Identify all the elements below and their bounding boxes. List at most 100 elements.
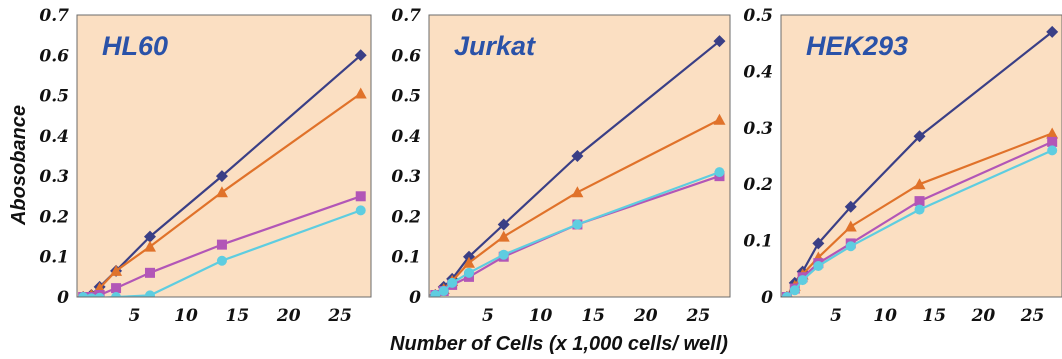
series-2-point <box>462 256 475 268</box>
series-4-point <box>781 292 792 297</box>
series-4-point <box>498 249 509 260</box>
x-tick-label: 20 <box>971 306 996 326</box>
y-tick-label: 0.5 <box>391 87 421 107</box>
series-3-point <box>144 267 155 278</box>
series-4-point <box>216 255 227 266</box>
y-tick-label: 0.5 <box>743 6 773 26</box>
panel-title: Jurkat <box>454 31 536 61</box>
y-tick-label: 0.6 <box>391 46 421 66</box>
series-3-point <box>216 239 227 250</box>
series-2-point <box>143 240 156 252</box>
series-2-point <box>354 87 367 99</box>
series-1-point <box>713 35 726 48</box>
series-4-point <box>430 289 441 297</box>
x-tick-label: 20 <box>633 306 658 326</box>
y-tick-label: 0.3 <box>743 119 773 139</box>
series-group <box>77 49 367 297</box>
y-tick-label: 0.4 <box>391 127 421 147</box>
series-4-point <box>94 292 105 297</box>
series-4-point <box>78 292 89 297</box>
y-tick-label: 0.4 <box>39 127 69 147</box>
series-4-point <box>111 292 122 297</box>
chart-panel-1: 0 0.1 0.2 0.3 0.4 0.5 0.6 0.7 5 10 15 20 25 HL60 <box>39 6 372 326</box>
series-2-point <box>571 186 584 198</box>
series-2-point <box>497 230 510 242</box>
plot-border <box>780 14 1062 298</box>
series-4-point <box>447 277 458 288</box>
y-tick-label: 0.3 <box>39 167 69 187</box>
y-tick-label: 0.2 <box>391 207 421 227</box>
series-2-point <box>913 178 926 190</box>
y-tick-label: 0.2 <box>39 207 69 227</box>
series-3-point <box>111 283 122 294</box>
series-4-point <box>813 260 824 271</box>
series-1-point <box>215 170 228 183</box>
x-tick-label: 10 <box>873 306 897 326</box>
series-1-point <box>1046 25 1059 38</box>
series-2-point <box>110 264 123 276</box>
plot-border <box>76 14 372 298</box>
series-1-point <box>497 218 510 231</box>
series-2-point <box>844 220 857 232</box>
series-4-point <box>845 241 856 252</box>
y-tick-label: 0 <box>761 288 773 308</box>
series-4-point <box>144 290 155 297</box>
x-tick-label: 15 <box>581 306 605 326</box>
series-2-point <box>713 113 726 125</box>
y-tick-label: 0.5 <box>39 87 69 107</box>
x-tick-label: 20 <box>276 306 301 326</box>
x-tick-label: 10 <box>529 306 553 326</box>
x-tick-label: 25 <box>686 306 711 326</box>
chart-panel-2: 0 0.1 0.2 0.3 0.4 0.5 0.6 0.7 5 10 15 20 25 Jurkat <box>391 6 731 326</box>
series-group <box>781 25 1059 297</box>
x-tick-label: 15 <box>922 306 946 326</box>
x-tick-label: 25 <box>1020 306 1045 326</box>
chart-panel-3: 0 0.1 0.2 0.3 0.4 0.5 5 10 15 20 25 HEK293 <box>743 6 1062 326</box>
y-tick-label: 0 <box>409 288 421 308</box>
y-axis-title: Abosobance <box>8 105 30 226</box>
y-tick-label: 0.1 <box>391 248 421 268</box>
series-2-point <box>215 186 228 198</box>
y-tick-label: 0.6 <box>39 46 69 66</box>
x-tick-label: 25 <box>327 306 352 326</box>
y-tick-label: 0.2 <box>743 175 773 195</box>
series-4-point <box>438 285 449 296</box>
y-tick-label: 0.7 <box>39 6 69 26</box>
series-4-point <box>714 167 725 178</box>
series-group <box>429 35 726 297</box>
series-1-point <box>143 230 156 243</box>
series-4-point <box>797 275 808 286</box>
series-1-point <box>571 150 584 162</box>
panel-title: HEK293 <box>806 31 908 61</box>
series-4-point <box>1047 145 1058 156</box>
x-axis-title: Number of Cells (x 1,000 cells/ well) <box>390 333 728 355</box>
y-tick-label: 0 <box>57 288 69 308</box>
plot-border <box>428 14 731 298</box>
y-tick-label: 0.1 <box>743 232 773 252</box>
chart-panels: 00.10.20.30.40.50.60.75 10 15 20 25HL6000.10… <box>39 6 1062 326</box>
y-tick-label: 0.3 <box>391 167 421 187</box>
series-1-point <box>354 49 367 62</box>
series-4-point <box>572 219 583 230</box>
series-1-point <box>812 237 825 250</box>
series-3-point <box>914 196 925 207</box>
panel-title: HL60 <box>102 31 168 61</box>
series-4-point <box>463 267 474 278</box>
y-tick-label: 0.1 <box>39 248 69 268</box>
y-tick-label: 0.7 <box>391 6 421 26</box>
series-4-point <box>86 293 97 297</box>
series-4-point <box>789 285 800 296</box>
x-tick-label: 5 <box>830 306 842 326</box>
x-tick-label: 5 <box>482 306 494 326</box>
series-1-point <box>913 130 926 143</box>
series-3-point <box>1047 136 1058 147</box>
series-1-point <box>844 200 857 213</box>
series-3-point <box>355 191 366 202</box>
x-tick-label: 15 <box>226 306 250 326</box>
x-tick-label: 10 <box>174 306 198 326</box>
series-4-point <box>355 205 366 216</box>
series-4-point <box>914 204 925 215</box>
y-tick-label: 0.4 <box>743 62 773 82</box>
plot-area <box>77 15 371 297</box>
